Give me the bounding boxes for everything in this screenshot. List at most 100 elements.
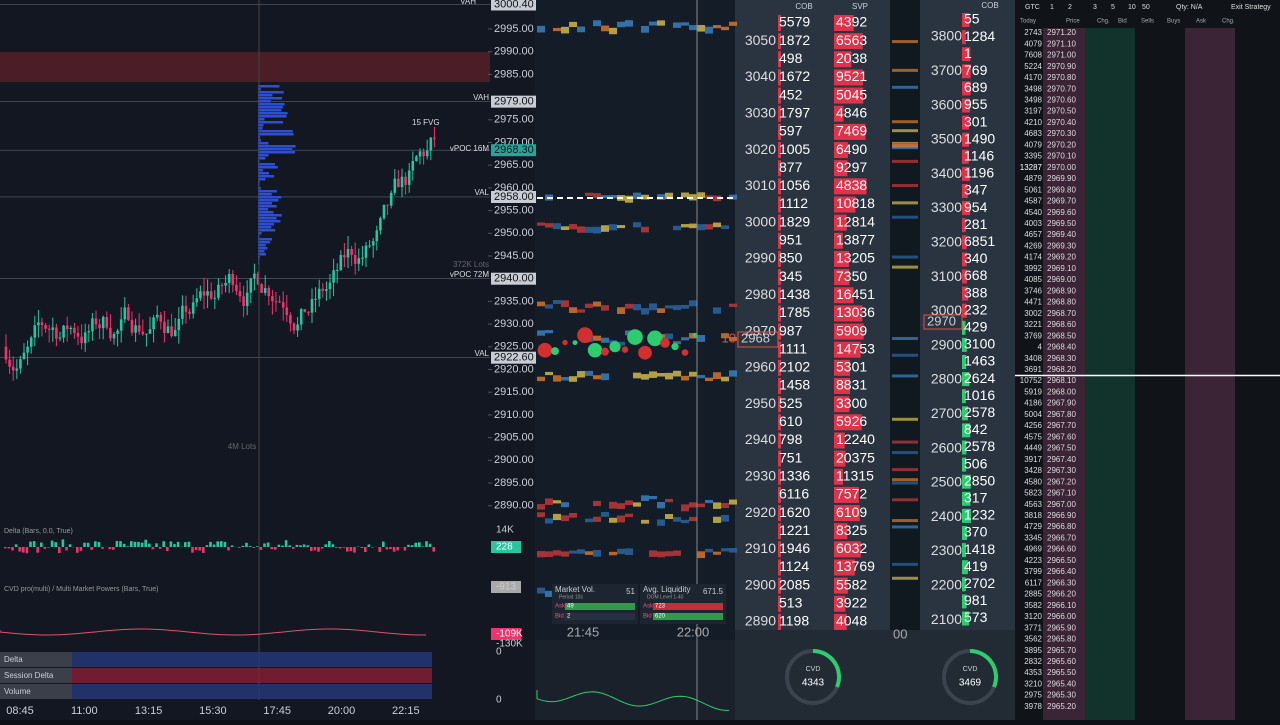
liquidity xyxy=(721,515,729,522)
liquidity xyxy=(537,26,545,33)
svp-value: 5301 xyxy=(836,359,867,375)
mini-liq xyxy=(892,354,918,357)
price: 2969.90 xyxy=(1047,174,1076,183)
delta-bar xyxy=(249,546,252,547)
gauge-label: CVD xyxy=(806,666,821,673)
mini-liq xyxy=(892,184,918,187)
delta-bar xyxy=(209,542,212,547)
liquidity xyxy=(641,374,649,380)
delta-bar xyxy=(317,547,320,552)
liquidity xyxy=(633,304,641,310)
price: 3800 xyxy=(931,28,962,44)
svp-value: 8831 xyxy=(836,377,867,393)
today: 5061 xyxy=(1024,185,1042,194)
candle xyxy=(383,205,386,218)
candle xyxy=(401,177,404,187)
delta-bar xyxy=(404,547,407,551)
candle xyxy=(12,367,15,371)
candle xyxy=(221,285,224,286)
liquidity xyxy=(713,25,721,28)
price: 2970.80 xyxy=(1047,73,1076,82)
cob-value: 981 xyxy=(964,592,988,608)
liquidity xyxy=(665,514,673,519)
today: 4563 xyxy=(1024,500,1042,509)
today: 3691 xyxy=(1024,365,1042,374)
liquidity xyxy=(609,224,617,230)
liquidity xyxy=(697,551,705,558)
today: 4969 xyxy=(1024,545,1042,554)
cob-value: 6116 xyxy=(779,486,809,502)
delta-bar xyxy=(339,547,342,548)
trade-bubble xyxy=(682,349,689,356)
delta-bar xyxy=(198,547,201,551)
today: 4879 xyxy=(1024,174,1042,183)
delta-bar xyxy=(296,545,299,547)
cob-value: 668 xyxy=(964,267,988,283)
liquidity xyxy=(569,376,577,382)
price: 2967.90 xyxy=(1047,399,1076,408)
ladder1-footer xyxy=(735,630,890,720)
liquidity xyxy=(681,337,689,340)
delta-bar xyxy=(170,541,173,547)
today: 4210 xyxy=(1024,118,1042,127)
price-tick: 2950.00 xyxy=(494,227,534,239)
delta-bar xyxy=(51,541,54,547)
delta-bar xyxy=(328,541,331,547)
svp-value: 4048 xyxy=(836,613,867,629)
liquidity xyxy=(561,551,569,556)
delta-bar xyxy=(26,547,29,553)
liquidity xyxy=(537,504,545,510)
delta-bar xyxy=(303,544,306,547)
delta-bar xyxy=(321,547,324,549)
toolbar: GTC xyxy=(1025,4,1040,11)
volume-profile xyxy=(258,175,274,178)
today: 4575 xyxy=(1024,432,1042,441)
trade-bubble xyxy=(660,338,670,348)
candle xyxy=(120,319,123,330)
candle xyxy=(282,302,285,307)
delta-bar xyxy=(396,547,399,550)
price-tick: 2895.00 xyxy=(494,477,534,489)
candle xyxy=(372,241,375,245)
svp-value: 12814 xyxy=(836,213,875,229)
cob-value: 345 xyxy=(779,268,803,284)
mini-liq xyxy=(892,441,918,444)
svp-value: 6109 xyxy=(836,504,867,520)
today: 3002 xyxy=(1024,309,1042,318)
mini-liq xyxy=(892,374,918,377)
gauge-label: CVD xyxy=(963,666,978,673)
price: 2966.00 xyxy=(1047,612,1076,621)
delta-bar xyxy=(278,545,281,547)
price: 2969.00 xyxy=(1047,275,1076,284)
delta-bar xyxy=(177,542,180,547)
today: 5823 xyxy=(1024,489,1042,498)
price: 2970.20 xyxy=(1047,140,1076,149)
today: 4353 xyxy=(1024,668,1042,677)
candle xyxy=(307,312,310,313)
volume-profile xyxy=(258,103,285,106)
candle xyxy=(246,293,249,306)
cob-value: 1946 xyxy=(779,540,810,556)
today: 4471 xyxy=(1024,298,1042,307)
liquidity xyxy=(553,223,561,229)
liquidity xyxy=(633,222,641,227)
liquidity xyxy=(729,548,737,553)
liquidity xyxy=(561,502,569,507)
liquidity xyxy=(721,377,729,382)
candle xyxy=(73,328,76,333)
candle xyxy=(412,161,415,171)
price: 3600 xyxy=(931,96,962,112)
price-tick: 2990.00 xyxy=(494,46,534,58)
cob-value: 689 xyxy=(964,79,988,95)
mini-liq xyxy=(892,418,918,421)
mini-liq xyxy=(892,337,918,340)
gauge-value: 4343 xyxy=(802,678,825,689)
candle xyxy=(242,296,245,306)
price-tick: 2985.00 xyxy=(494,68,534,80)
volume-profile xyxy=(258,121,283,124)
delta-bar xyxy=(281,546,284,547)
today: 3769 xyxy=(1024,331,1042,340)
candle xyxy=(325,289,328,291)
cob-value: 573 xyxy=(964,609,988,625)
svp-value: 4838 xyxy=(836,177,867,193)
